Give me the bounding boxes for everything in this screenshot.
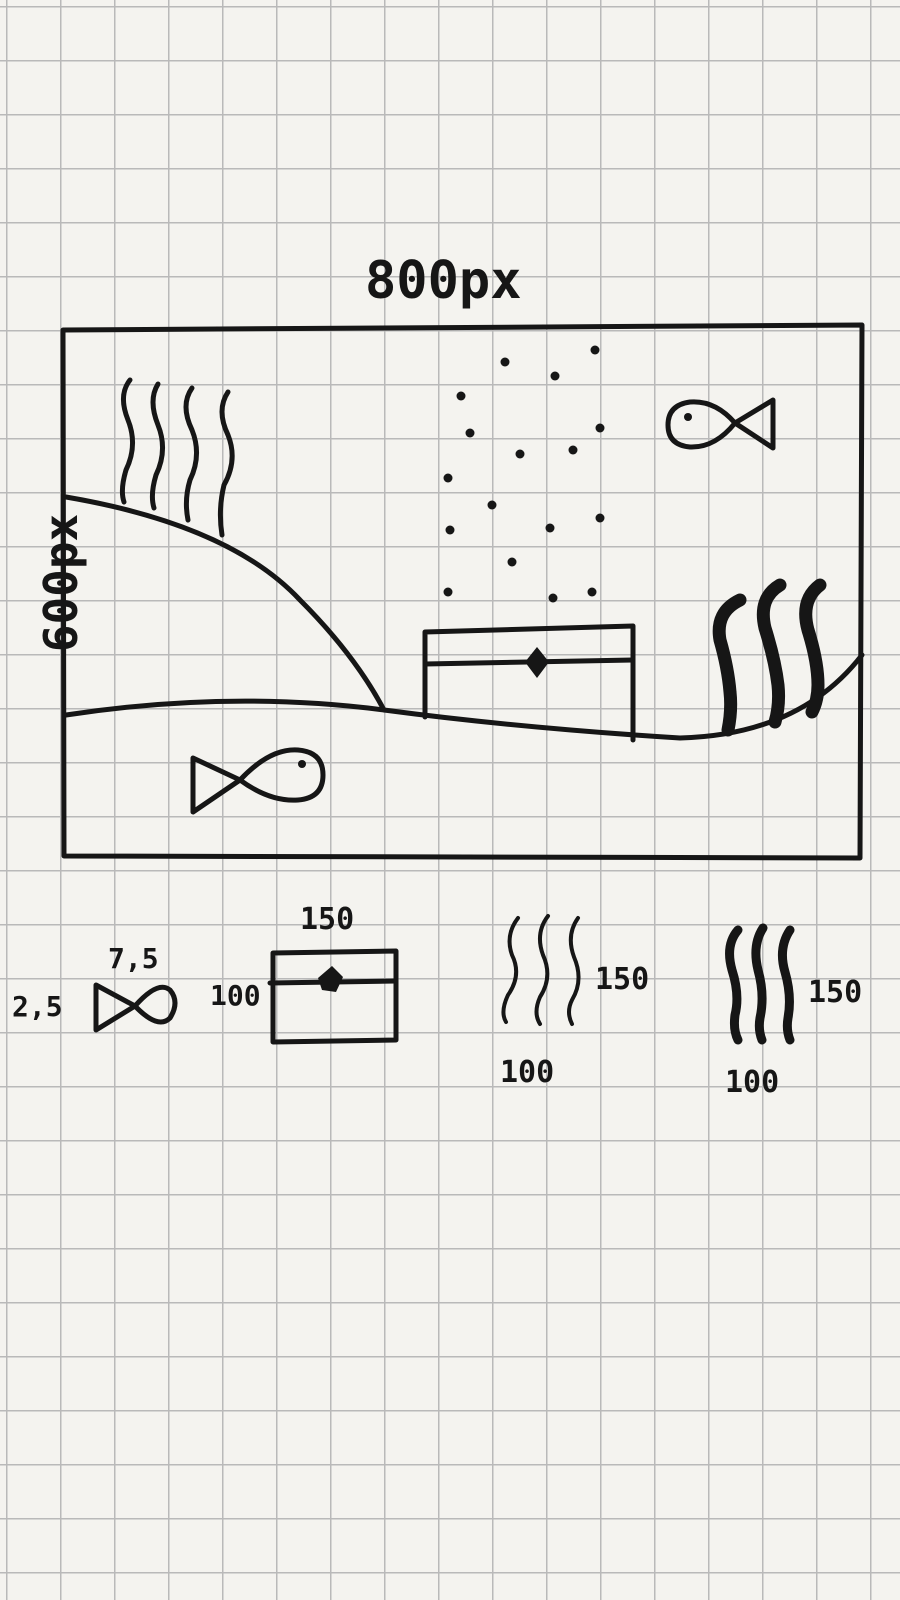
canvas-width-label: 800px [365, 251, 522, 311]
legend-seaweed-thin-height-label: 150 [595, 962, 650, 997]
legend-fish-height-label: 7,5 [108, 942, 159, 975]
legend-seaweed-thick-icon [725, 923, 795, 1045]
canvas-height-label: 600px [34, 513, 89, 653]
treasure-chest-scene [422, 623, 636, 743]
chest-lock-icon [525, 647, 549, 678]
legend-seaweed-thick-width-label: 100 [725, 1065, 780, 1100]
scene-frame [60, 322, 865, 861]
seabed-line [63, 652, 865, 741]
scene [60, 322, 865, 861]
legend-fish-icon [93, 982, 178, 1033]
legend-chest-width-label: 150 [300, 902, 355, 937]
fish-icon-bottom-left [190, 747, 326, 815]
legend-seaweed-thin-icon [501, 914, 581, 1026]
bubbles [443, 345, 605, 603]
legend-seaweed-thick-height-label: 150 [808, 975, 863, 1010]
seaweed-thin-scene [119, 377, 235, 538]
legend-fish-width-label: 2,5 [12, 990, 63, 1023]
legend-chest-height-label: 100 [210, 979, 261, 1012]
legend-seaweed-thin-width-label: 100 [500, 1055, 555, 1090]
legend-chest-icon [267, 948, 399, 1045]
left-hill [63, 494, 387, 713]
fish-icon-top-right [665, 397, 776, 451]
seaweed-thick-scene [712, 578, 827, 737]
